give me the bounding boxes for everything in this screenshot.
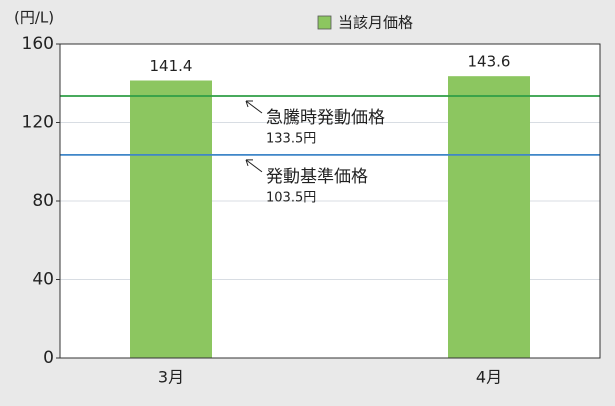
bar [448, 76, 530, 358]
y-unit: (円/L) [14, 9, 54, 27]
annotation-arrow [245, 100, 263, 114]
y-tick-label: 0 [43, 348, 54, 368]
reference-value: 103.5円 [266, 190, 316, 205]
legend-swatch [317, 15, 332, 30]
y-tick-label: 40 [32, 270, 54, 290]
reference-label: 発動基準価格 [266, 167, 368, 187]
x-tick-label: 3月 [158, 368, 184, 387]
annotation-arrow [245, 159, 263, 173]
data-label: 143.6 [468, 53, 511, 71]
reference-value: 133.5円 [266, 132, 316, 147]
x-tick-label: 4月 [476, 368, 502, 387]
reference-label: 急騰時発動価格 [266, 108, 385, 128]
bar [130, 80, 212, 358]
legend-label: 当該月価格 [338, 14, 413, 32]
y-tick-label: 80 [32, 191, 54, 211]
data-label: 141.4 [150, 57, 193, 75]
plot-frame [59, 43, 601, 359]
y-tick-label: 160 [22, 34, 54, 54]
y-tick-label: 120 [22, 113, 54, 133]
